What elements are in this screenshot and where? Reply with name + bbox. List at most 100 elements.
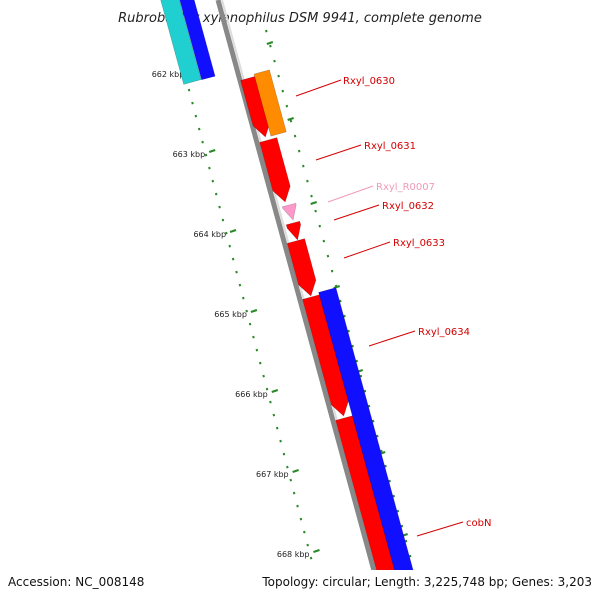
label-line-rxyl-0630: [295, 79, 342, 97]
scale-dot: [211, 179, 215, 183]
scale-label: 668 kbp: [277, 550, 310, 559]
scale-dot: [187, 88, 191, 92]
scale-dot: [218, 205, 221, 209]
scale-dot: [231, 257, 235, 261]
outer-dot: [326, 254, 330, 258]
outer-dot: [297, 149, 301, 153]
scale-dot: [235, 270, 238, 274]
outer-major-tick: [266, 40, 274, 46]
outer-dot: [285, 104, 289, 108]
outer-major-tick: [287, 116, 295, 122]
scale-dot: [306, 543, 309, 547]
outer-dot: [343, 314, 346, 318]
gene-blue-upper[interactable]: [178, 0, 216, 81]
outer-dot: [289, 119, 293, 123]
scale-ticks: 662 kbp 663 kbp 664 kbp 665 kbp 666 kbp 667 k…: [152, 49, 320, 560]
outer-dot: [330, 269, 334, 273]
scale-dot: [238, 283, 242, 287]
gene-red-lower[interactable]: [335, 415, 409, 600]
gene-label-rxyl-0634[interactable]: Rxyl_0634: [418, 327, 470, 338]
scale-dot: [269, 400, 272, 404]
scale-dot: [296, 504, 299, 508]
gene-label-rxyl-0633[interactable]: Rxyl_0633: [393, 238, 445, 249]
outer-dot: [400, 524, 404, 528]
gene-label-rxyl-r0007[interactable]: Rxyl_R0007: [376, 182, 435, 193]
scale-dot: [275, 426, 279, 430]
outer-dot: [363, 389, 367, 393]
scale-major-tick: [292, 468, 299, 474]
scale-dot: [197, 127, 201, 131]
outer-dot: [277, 74, 280, 78]
scale-dot: [286, 465, 289, 469]
gene-rxyl-0633[interactable]: [286, 238, 317, 297]
scale-dot: [191, 101, 194, 105]
gene-rxyl-0631[interactable]: [259, 137, 291, 203]
scale-dot: [245, 309, 248, 313]
label-line-rxyl-r0007: [327, 185, 374, 203]
scale-dot: [258, 361, 262, 365]
scale-dot: [289, 478, 293, 482]
scale-label: 666 kbp: [235, 390, 268, 399]
gene-label-cobn[interactable]: cobN: [466, 518, 491, 529]
gene-rxyl-r0007[interactable]: [281, 202, 297, 221]
scale-dot: [208, 166, 211, 170]
outer-dot: [269, 44, 272, 48]
scale-dot: [228, 244, 232, 248]
outer-dot: [388, 479, 391, 483]
scale-dot: [303, 530, 306, 534]
label-line-cobn: [416, 521, 464, 537]
map-title: Rubrobacter xylanophilus DSM 9941, compl…: [118, 11, 482, 26]
scale-dot: [214, 192, 218, 196]
gene-rxyl-0630[interactable]: [253, 69, 287, 137]
scale-dot: [282, 452, 286, 456]
scale-dot: [248, 322, 252, 326]
scale-dot: [309, 556, 313, 560]
gene-cobn[interactable]: [318, 287, 427, 600]
outer-dot: [306, 179, 309, 183]
gene-label-rxyl-0631[interactable]: Rxyl_0631: [364, 141, 416, 152]
label-line-rxyl-0634: [368, 330, 416, 347]
outer-dot: [314, 209, 317, 213]
gene-features: [159, 0, 427, 600]
outer-dot: [408, 554, 412, 558]
gene-label-rxyl-0630[interactable]: Rxyl_0630: [343, 76, 395, 87]
outer-major-tick: [333, 284, 341, 290]
scale-dot: [262, 374, 265, 378]
scale-major-tick: [313, 548, 320, 554]
scale-dot: [225, 231, 228, 235]
outer-dot: [355, 359, 359, 363]
scale-label: 663 kbp: [173, 150, 206, 159]
label-line-rxyl-0633: [343, 241, 391, 259]
scale-dot: [242, 296, 245, 300]
outer-dot: [265, 29, 268, 33]
outer-major-tick: [310, 200, 318, 206]
gene-rxyl-0634[interactable]: [302, 294, 350, 417]
scale-dot: [299, 517, 303, 521]
gene-labels: Rxyl_0630 Rxyl_0631 Rxyl_R0007 Rxyl_0632…: [295, 76, 491, 537]
scale-label: 665 kbp: [214, 310, 247, 319]
scale-dot: [252, 335, 255, 339]
outer-dot: [359, 374, 363, 378]
scale-dot: [292, 491, 296, 495]
outer-dot: [384, 464, 387, 468]
scale-major-tick: [208, 148, 216, 154]
scale-label: 664 kbp: [193, 230, 226, 239]
outer-dot: [367, 404, 371, 408]
gene-rxyl-0632[interactable]: [285, 220, 302, 241]
outer-dot: [347, 329, 350, 333]
scale-major-tick: [271, 388, 279, 394]
outer-dot: [404, 539, 408, 543]
scale-dot: [194, 114, 198, 118]
label-line-rxyl-0632: [333, 204, 380, 221]
scale-dot: [255, 348, 259, 352]
gene-cyan-upper[interactable]: [159, 0, 202, 85]
scale-dot: [204, 153, 208, 157]
outer-dot: [322, 239, 326, 243]
outer-dot: [339, 299, 342, 303]
gene-label-rxyl-0632[interactable]: Rxyl_0632: [382, 201, 434, 212]
outer-dot: [318, 224, 322, 228]
footer-background: [0, 570, 600, 600]
outer-dot: [392, 494, 396, 498]
genome-summary: Topology: circular; Length: 3,225,748 bp…: [261, 575, 592, 589]
